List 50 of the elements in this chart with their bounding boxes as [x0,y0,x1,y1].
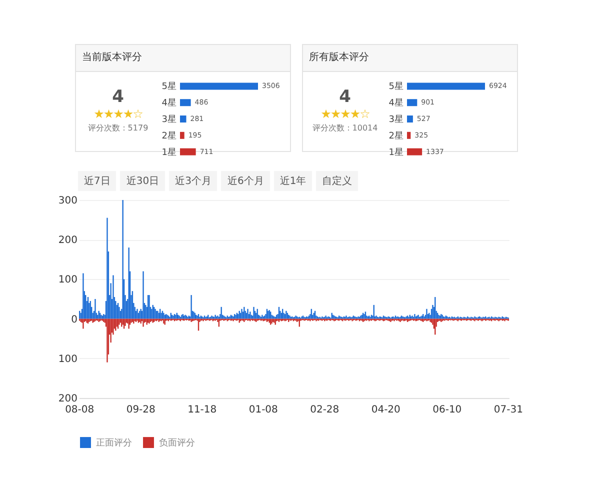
text: 评分次数：10014 [311,123,379,134]
text: 4 [111,87,125,107]
bar [407,82,485,90]
text: ★★★★☆ [320,107,370,121]
y-tick-label: 0 [71,314,78,326]
y-tick-label: 1星 [162,146,176,158]
y-tick-label: 200 [58,235,78,246]
x-tick-label: 07-31 [494,404,523,416]
y-tick-label: 3星 [162,114,176,125]
text: 近3个月 [169,171,218,191]
text: 近6个月 [221,171,270,191]
y-tick-label: 100 [58,354,78,365]
chart-title: 所有版本评分 [303,45,517,72]
bar [180,148,196,156]
x-tick-label: 02-28 [310,404,340,416]
bar [180,82,258,90]
y-tick-label: 5星 [388,81,404,92]
y-tick-label: 1星 [388,146,404,158]
text: ★★★★☆ [92,107,144,121]
text: 近30日 [120,171,166,191]
text: 近7日 [78,171,116,191]
x-tick-label: 04-20 [371,404,400,416]
bar [180,99,191,106]
x-tick-label: 11-18 [188,404,217,416]
x-tick-label: 09-28 [126,404,156,416]
text: 近1年 [274,171,312,191]
text: 评分次数：5179 [86,123,150,134]
x-tick-label: 01-08 [248,404,278,416]
y-tick-label: 100 [58,274,78,286]
bar [407,132,411,139]
bar [407,148,422,156]
bar [407,116,413,122]
x-tick-label: 06-10 [432,404,462,416]
y-tick-label: 2星 [388,130,404,142]
y-tick-label: 4星 [388,98,404,109]
bar [180,116,186,122]
y-tick-label: 5星 [162,81,176,92]
bar [180,132,184,139]
chart-title: 当前版本评分 [76,45,290,72]
text: 自定义 [316,171,358,191]
legend-label: 负面评分 [159,438,195,449]
y-tick-label: 200 [58,394,78,404]
y-tick-label: 2星 [162,130,176,142]
y-tick-label: 300 [58,196,78,206]
x-tick-label: 08-08 [65,404,94,416]
y-tick-label: 4星 [162,98,176,109]
bar [407,99,418,106]
text: 4 [338,87,352,107]
y-tick-label: 3星 [388,114,404,125]
legend-label: 正面评分 [96,438,132,449]
